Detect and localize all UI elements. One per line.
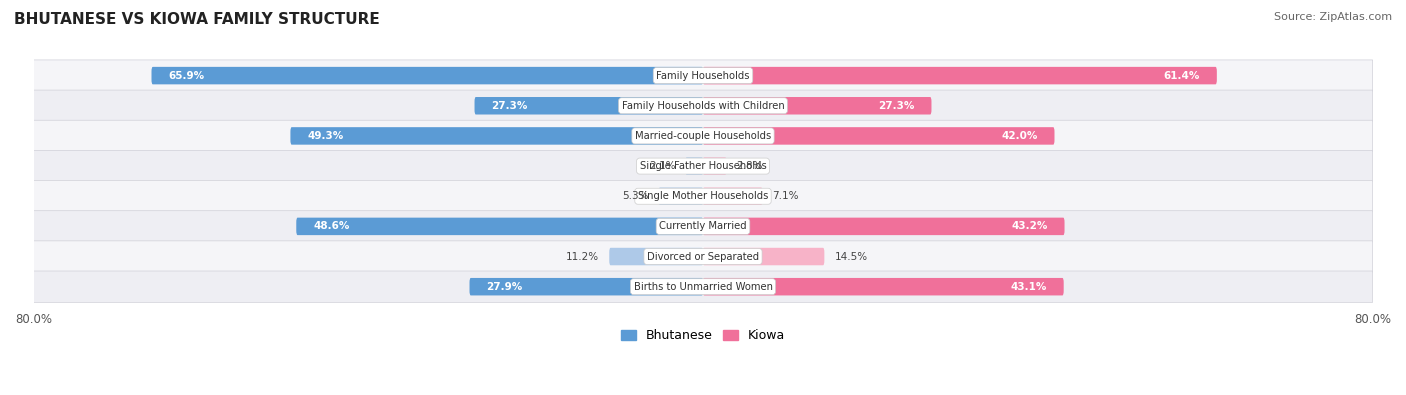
FancyBboxPatch shape bbox=[470, 278, 703, 295]
Text: 5.3%: 5.3% bbox=[621, 191, 648, 201]
Text: 27.3%: 27.3% bbox=[491, 101, 527, 111]
FancyBboxPatch shape bbox=[703, 97, 931, 115]
FancyBboxPatch shape bbox=[686, 157, 703, 175]
Text: 27.3%: 27.3% bbox=[879, 101, 915, 111]
Text: 43.2%: 43.2% bbox=[1011, 221, 1047, 231]
Text: 7.1%: 7.1% bbox=[772, 191, 799, 201]
Text: 49.3%: 49.3% bbox=[307, 131, 343, 141]
Text: 27.9%: 27.9% bbox=[486, 282, 523, 292]
FancyBboxPatch shape bbox=[34, 90, 1372, 121]
Text: Single Mother Households: Single Mother Households bbox=[638, 191, 768, 201]
FancyBboxPatch shape bbox=[703, 67, 1216, 85]
FancyBboxPatch shape bbox=[475, 97, 703, 115]
FancyBboxPatch shape bbox=[703, 278, 1064, 295]
FancyBboxPatch shape bbox=[152, 67, 703, 85]
Text: 65.9%: 65.9% bbox=[169, 71, 204, 81]
Legend: Bhutanese, Kiowa: Bhutanese, Kiowa bbox=[616, 324, 790, 347]
Text: 42.0%: 42.0% bbox=[1001, 131, 1038, 141]
Text: Married-couple Households: Married-couple Households bbox=[636, 131, 770, 141]
Text: 48.6%: 48.6% bbox=[314, 221, 350, 231]
FancyBboxPatch shape bbox=[703, 157, 727, 175]
FancyBboxPatch shape bbox=[609, 248, 703, 265]
FancyBboxPatch shape bbox=[703, 248, 824, 265]
Text: Divorced or Separated: Divorced or Separated bbox=[647, 252, 759, 261]
FancyBboxPatch shape bbox=[34, 181, 1372, 212]
FancyBboxPatch shape bbox=[34, 120, 1372, 152]
Text: BHUTANESE VS KIOWA FAMILY STRUCTURE: BHUTANESE VS KIOWA FAMILY STRUCTURE bbox=[14, 12, 380, 27]
FancyBboxPatch shape bbox=[297, 218, 703, 235]
FancyBboxPatch shape bbox=[34, 211, 1372, 242]
Text: 43.1%: 43.1% bbox=[1011, 282, 1047, 292]
Text: Source: ZipAtlas.com: Source: ZipAtlas.com bbox=[1274, 12, 1392, 22]
Text: Family Households with Children: Family Households with Children bbox=[621, 101, 785, 111]
FancyBboxPatch shape bbox=[291, 127, 703, 145]
Text: 2.8%: 2.8% bbox=[737, 161, 763, 171]
FancyBboxPatch shape bbox=[703, 188, 762, 205]
FancyBboxPatch shape bbox=[703, 218, 1064, 235]
FancyBboxPatch shape bbox=[34, 271, 1372, 303]
Text: Family Households: Family Households bbox=[657, 71, 749, 81]
Text: 14.5%: 14.5% bbox=[834, 252, 868, 261]
Text: 11.2%: 11.2% bbox=[567, 252, 599, 261]
Text: Currently Married: Currently Married bbox=[659, 221, 747, 231]
FancyBboxPatch shape bbox=[703, 127, 1054, 145]
FancyBboxPatch shape bbox=[658, 188, 703, 205]
FancyBboxPatch shape bbox=[34, 241, 1372, 272]
FancyBboxPatch shape bbox=[34, 60, 1372, 91]
Text: 2.1%: 2.1% bbox=[650, 161, 675, 171]
Text: Births to Unmarried Women: Births to Unmarried Women bbox=[634, 282, 772, 292]
FancyBboxPatch shape bbox=[34, 150, 1372, 182]
Text: Single Father Households: Single Father Households bbox=[640, 161, 766, 171]
Text: 61.4%: 61.4% bbox=[1164, 71, 1201, 81]
